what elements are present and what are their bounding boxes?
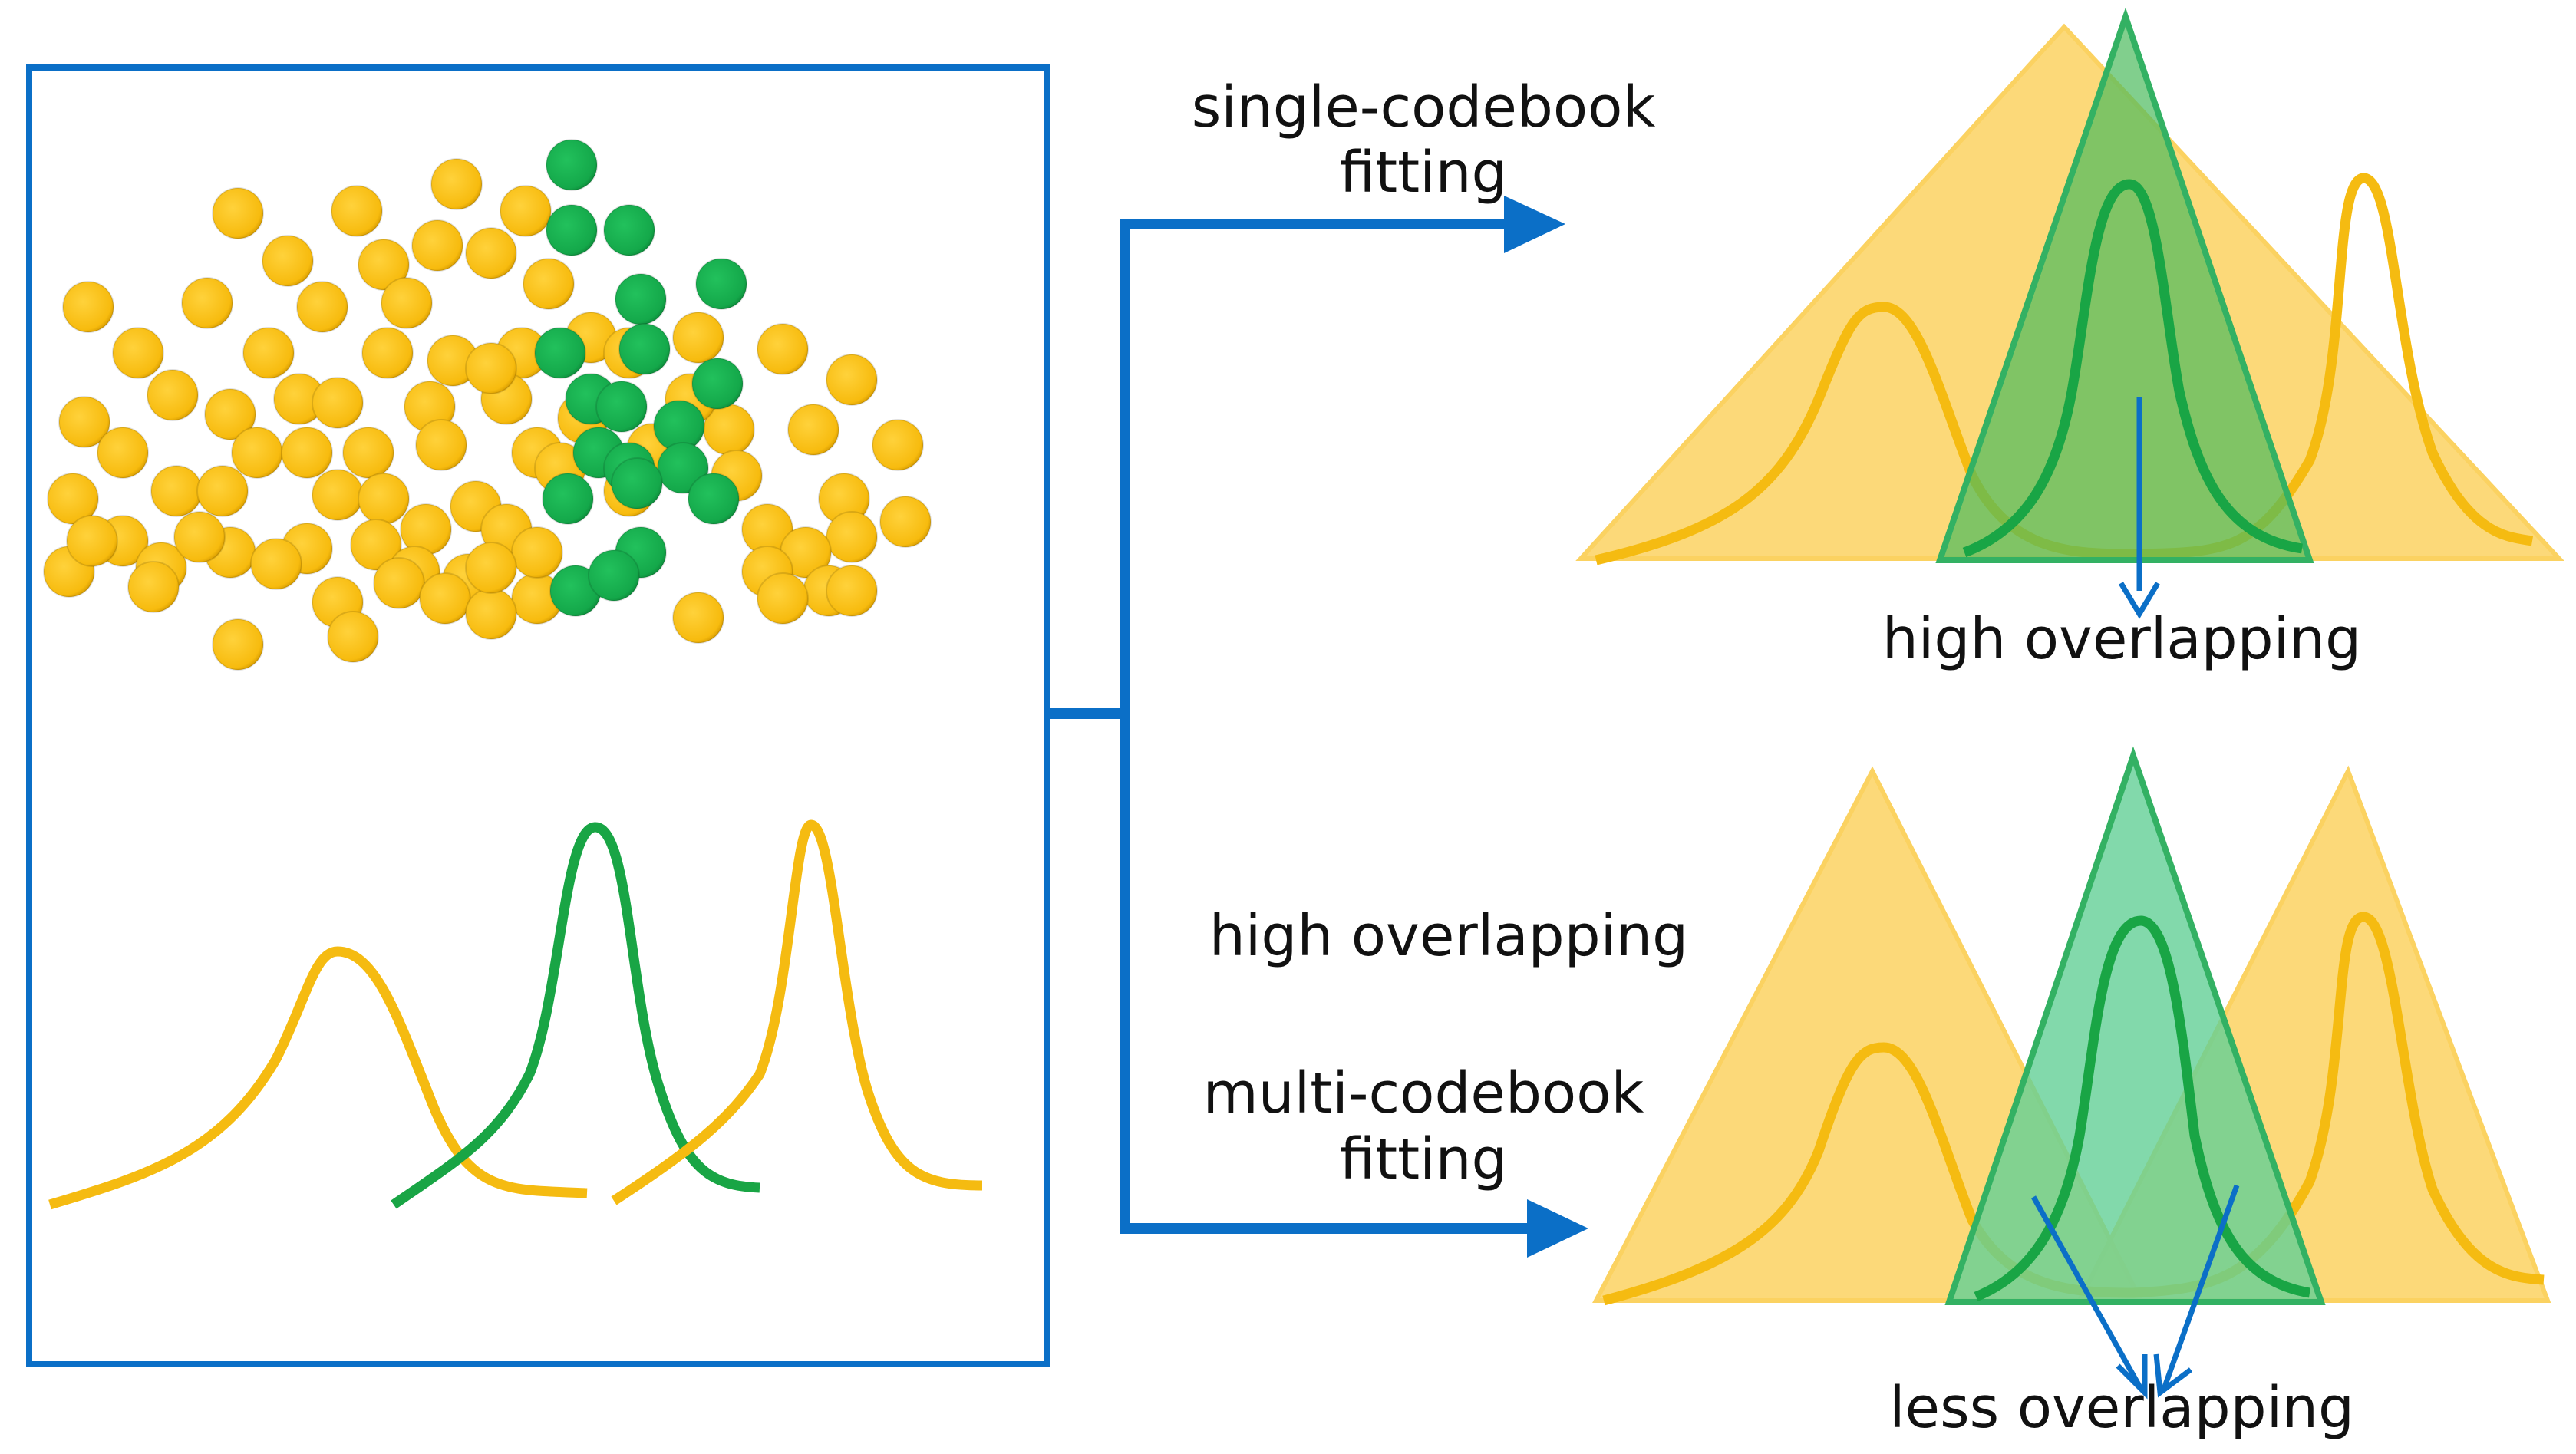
source-distributions bbox=[48, 819, 983, 1210]
flow-connectors bbox=[1047, 219, 1527, 1234]
green-data-point bbox=[611, 457, 663, 509]
yellow-data-point bbox=[127, 561, 180, 613]
yellow-data-point bbox=[342, 427, 394, 479]
green-data-point bbox=[546, 204, 598, 256]
overlap-pointer-head-left bbox=[2116, 1354, 2148, 1400]
green-data-point bbox=[603, 204, 655, 256]
yellow-data-point bbox=[281, 427, 333, 479]
green-data-point bbox=[615, 273, 667, 325]
green-data-point bbox=[618, 323, 671, 375]
yellow-data-point bbox=[358, 239, 410, 291]
single-codebook-label-line2: fitting bbox=[1339, 140, 1507, 206]
green-data-point bbox=[534, 327, 586, 379]
yellow-data-point bbox=[47, 473, 99, 525]
yellow-data-point bbox=[465, 588, 517, 640]
yellow-data-point bbox=[872, 419, 924, 471]
yellow-data-point bbox=[62, 281, 114, 333]
yellow-data-point bbox=[196, 465, 249, 517]
yellow-data-point bbox=[212, 618, 264, 671]
yellow-data-point bbox=[112, 327, 164, 379]
yellow-data-point bbox=[826, 565, 878, 617]
arrow-head-bottom bbox=[1527, 1199, 1588, 1258]
green-data-point bbox=[542, 473, 594, 525]
green-curve bbox=[391, 822, 760, 1209]
green-data-point bbox=[657, 442, 709, 494]
yellow-data-point bbox=[411, 219, 463, 272]
arrow-head-top bbox=[1504, 196, 1565, 253]
yellow-data-point bbox=[757, 572, 809, 625]
overlap-pointer-head-right bbox=[2153, 1353, 2193, 1398]
yellow-data-point bbox=[312, 377, 364, 429]
yellow-data-point bbox=[204, 388, 256, 440]
yellow-data-point bbox=[147, 369, 199, 421]
yellow-data-point bbox=[58, 396, 110, 448]
multi-codebook-label-line1: multi-codebook bbox=[1203, 1060, 1644, 1126]
single-codebook-result bbox=[1575, 7, 2564, 619]
yellow-data-point bbox=[500, 185, 552, 237]
overlap-pointer-head-top bbox=[2118, 582, 2161, 619]
yellow-data-point bbox=[672, 312, 724, 364]
yellow-data-point bbox=[312, 469, 364, 521]
single-codebook-label-line1: single-codebook bbox=[1192, 74, 1656, 140]
multi-codebook-label-line2: fitting bbox=[1339, 1126, 1507, 1192]
yellow-data-point bbox=[465, 542, 517, 594]
green-triangle-bottom bbox=[1944, 746, 2326, 1305]
yellow-curve-left bbox=[48, 946, 588, 1210]
yellow-data-point bbox=[787, 404, 839, 456]
yellow-data-point bbox=[242, 327, 295, 379]
yellow-data-point bbox=[150, 465, 203, 517]
overlap-pointer-right bbox=[2161, 1184, 2240, 1390]
less-overlapping-label: less overlapping bbox=[1889, 1375, 2354, 1441]
green-data-point bbox=[546, 139, 598, 191]
yellow-data-point bbox=[250, 538, 302, 590]
yellow-data-point bbox=[358, 473, 410, 525]
yellow-data-point bbox=[826, 354, 878, 406]
green-gaussian-top bbox=[1962, 179, 2303, 558]
yellow-data-point bbox=[361, 327, 414, 379]
yellow-data-point bbox=[262, 235, 314, 287]
yellow-data-point bbox=[331, 185, 383, 237]
yellow-data-point bbox=[419, 572, 471, 625]
yellow-data-point bbox=[181, 277, 233, 329]
high-overlapping-top-label: high overlapping bbox=[1882, 606, 2361, 672]
data-points-cluster bbox=[43, 139, 932, 671]
yellow-data-point bbox=[415, 419, 467, 471]
yellow-curve-right bbox=[611, 819, 983, 1205]
green-gaussian-bottom bbox=[1974, 915, 2311, 1302]
yellow-data-point bbox=[826, 511, 878, 563]
green-data-point bbox=[688, 473, 740, 525]
yellow-data-point bbox=[672, 592, 724, 644]
yellow-data-point bbox=[350, 519, 402, 571]
yellow-data-point bbox=[212, 187, 264, 239]
green-data-point bbox=[695, 258, 747, 310]
yellow-data-point bbox=[511, 526, 563, 579]
yellow-data-point bbox=[231, 427, 283, 479]
green-data-point bbox=[691, 358, 744, 410]
yellow-data-point bbox=[373, 557, 425, 609]
green-triangle-top bbox=[1935, 7, 2314, 563]
yellow-data-point bbox=[465, 227, 517, 279]
yellow-data-point bbox=[327, 611, 379, 663]
green-data-point bbox=[595, 381, 648, 433]
yellow-data-point bbox=[523, 258, 575, 310]
yellow-data-point bbox=[97, 427, 149, 479]
high-overlapping-bottom-label: high overlapping bbox=[1209, 903, 1688, 969]
overlap-pointer-left bbox=[2030, 1195, 2144, 1390]
yellow-data-point bbox=[296, 281, 348, 333]
yellow-data-point bbox=[381, 277, 433, 329]
green-data-point bbox=[588, 549, 640, 602]
yellow-data-point bbox=[173, 511, 226, 563]
multi-codebook-result bbox=[1592, 746, 2551, 1400]
yellow-data-point bbox=[879, 496, 932, 548]
yellow-data-point bbox=[465, 342, 517, 394]
yellow-data-point bbox=[66, 515, 118, 567]
yellow-data-point bbox=[757, 323, 809, 375]
yellow-data-point bbox=[430, 158, 483, 210]
